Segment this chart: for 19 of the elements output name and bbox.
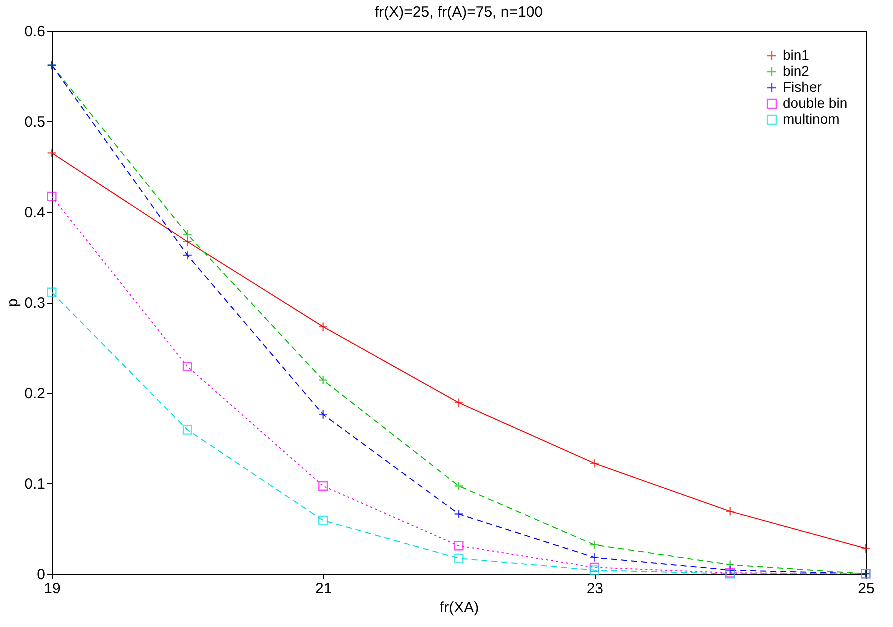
y-tick-label: 0 — [37, 566, 46, 584]
chart-title: fr(X)=25, fr(A)=75, n=100 — [374, 4, 544, 21]
legend-label: bin1 — [783, 47, 810, 63]
x-tick-label: 23 — [586, 580, 604, 598]
y-tick-label: 0.1 — [24, 476, 46, 493]
x-axis-title: fr(XA) — [440, 600, 480, 616]
legend-label: Fisher — [783, 79, 822, 95]
x-tick-label: 19 — [44, 580, 61, 598]
legend-label: double bin — [783, 95, 848, 111]
y-tick-label: 0.2 — [24, 386, 46, 402]
legend-label: bin2 — [783, 63, 810, 79]
y-tick-label: 0.3 — [24, 295, 46, 312]
legend-label: multinom — [783, 111, 840, 127]
y-tick-label: 0.5 — [24, 114, 46, 131]
x-tick-label: 25 — [858, 580, 875, 598]
y-axis-title: p — [4, 298, 22, 308]
x-tick-label: 21 — [315, 580, 332, 598]
y-tick-label: 0.4 — [24, 204, 46, 222]
y-tick-label: 0.6 — [24, 24, 46, 40]
